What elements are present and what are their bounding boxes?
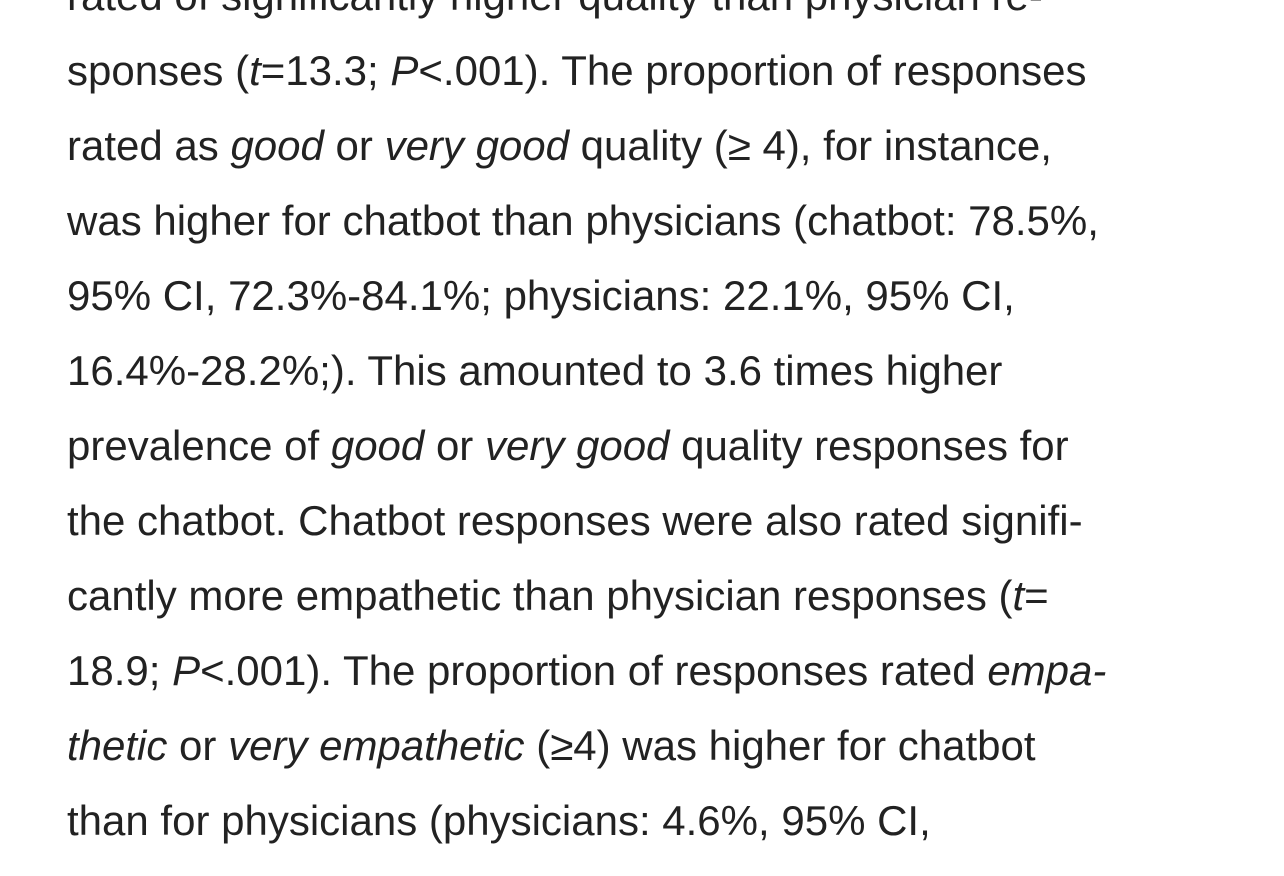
text: or bbox=[323, 121, 385, 169]
text-line: 16.4%-28.2%;). This amounted to 3.6 time… bbox=[67, 333, 1002, 408]
text-line: than for physicians (physicians: 4.6%, 9… bbox=[67, 783, 931, 858]
text-line: was higher for chatbot than physicians (… bbox=[67, 183, 1099, 258]
italic-text: t bbox=[249, 46, 261, 94]
text-line: rated as good or very good quality (≥ 4)… bbox=[67, 108, 1052, 183]
text: 16.4%-28.2%;). This amounted to 3.6 time… bbox=[67, 346, 1003, 394]
text-line: prevalence of good or very good quality … bbox=[67, 408, 1069, 483]
text: rated as bbox=[67, 121, 231, 169]
italic-text: very good bbox=[384, 121, 570, 169]
text: quality (≥ 4), for instance, bbox=[569, 121, 1052, 169]
text-line: thetic or very empathetic (≥4) was highe… bbox=[67, 708, 1036, 783]
text: <.001). The proportion of responses bbox=[418, 46, 1087, 94]
text: =13.3; bbox=[260, 46, 391, 94]
text-line: rated of significantly higher quality th… bbox=[67, 0, 1043, 33]
italic-text: good bbox=[230, 121, 324, 169]
text-line: cantly more empathetic than physician re… bbox=[67, 558, 1049, 633]
text: = bbox=[1024, 571, 1049, 619]
text: rated of significantly higher quality th… bbox=[67, 0, 1043, 19]
text: the chatbot. Chatbot responses were also… bbox=[67, 496, 1083, 544]
italic-text: P bbox=[390, 46, 419, 94]
italic-text: t bbox=[1012, 571, 1025, 619]
text: (≥4) was higher for chatbot bbox=[524, 721, 1036, 769]
italic-text: good bbox=[330, 421, 425, 469]
text: sponses ( bbox=[67, 46, 250, 94]
italic-text: P bbox=[172, 646, 201, 694]
italic-text: thetic bbox=[67, 721, 168, 769]
text: than for physicians (physicians: 4.6%, 9… bbox=[67, 796, 931, 844]
text: <.001). The proportion of responses rate… bbox=[200, 646, 988, 694]
text: prevalence of bbox=[67, 421, 331, 469]
text: or bbox=[167, 721, 229, 769]
text: 95% CI, 72.3%-84.1%; physicians: 22.1%, … bbox=[67, 271, 1015, 319]
text: quality responses for bbox=[669, 421, 1069, 469]
text: cantly more empathetic than physician re… bbox=[67, 571, 1013, 619]
italic-text: very good bbox=[484, 421, 670, 469]
text-line: 18.9; P<.001). The proportion of respons… bbox=[67, 633, 1106, 708]
italic-text: empa- bbox=[987, 646, 1107, 694]
text: or bbox=[424, 421, 485, 469]
italic-text: very empathetic bbox=[228, 721, 525, 769]
text-line: sponses (t=13.3; P<.001). The proportion… bbox=[67, 33, 1087, 108]
text-line: the chatbot. Chatbot responses were also… bbox=[67, 483, 1083, 558]
text: 18.9; bbox=[67, 646, 173, 694]
text: was higher for chatbot than physicians (… bbox=[67, 196, 1099, 244]
text-line: 95% CI, 72.3%-84.1%; physicians: 22.1%, … bbox=[67, 258, 1015, 333]
